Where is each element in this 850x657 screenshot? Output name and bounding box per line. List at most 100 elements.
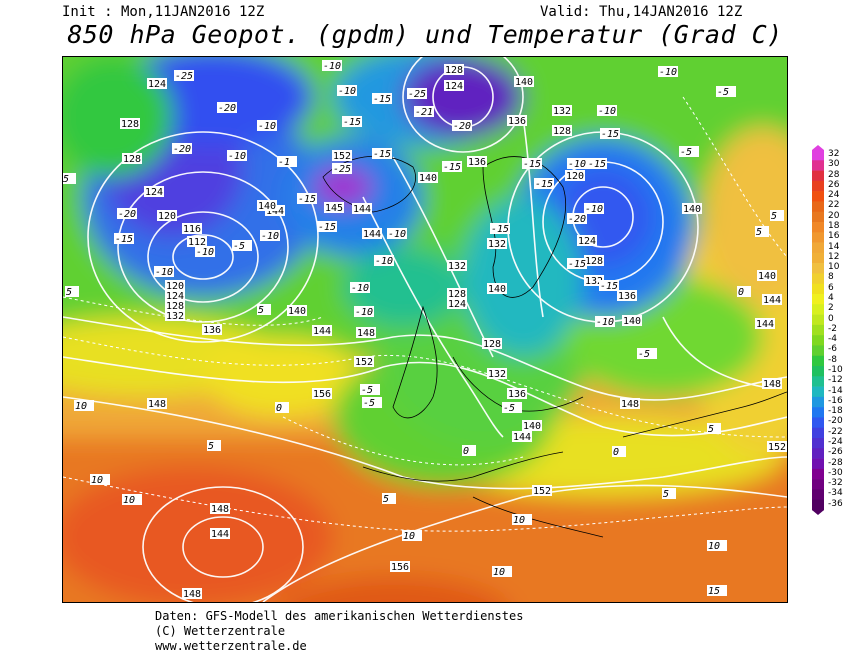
svg-text:128: 128 xyxy=(585,256,603,267)
svg-text:-25: -25 xyxy=(408,89,426,100)
svg-text:-25: -25 xyxy=(175,71,193,82)
svg-text:-15: -15 xyxy=(600,281,618,292)
svg-text:144: 144 xyxy=(313,326,331,337)
svg-text:124: 124 xyxy=(578,236,596,247)
svg-text:132: 132 xyxy=(166,311,184,322)
colorbar-tick-label: 24 xyxy=(828,190,840,201)
svg-text:-10: -10 xyxy=(155,267,173,278)
footer-copyright: (C) Wetterzentrale xyxy=(155,624,286,638)
svg-text:5: 5 xyxy=(771,211,777,222)
colorbar-cell xyxy=(812,438,824,449)
svg-text:-15: -15 xyxy=(373,94,391,105)
svg-text:-5: -5 xyxy=(363,398,375,409)
svg-text:10: 10 xyxy=(91,475,103,486)
colorbar-cell xyxy=(812,263,824,274)
svg-text:145: 145 xyxy=(325,203,343,214)
svg-text:5: 5 xyxy=(258,305,264,316)
init-time: Init : Mon,11JAN2016 12Z xyxy=(62,4,265,20)
svg-text:-10: -10 xyxy=(388,229,406,240)
svg-text:136: 136 xyxy=(508,116,526,127)
colorbar-cell xyxy=(812,489,824,501)
svg-text:5: 5 xyxy=(66,287,72,298)
colorbar-cell xyxy=(812,314,824,326)
svg-text:-10: -10 xyxy=(228,151,246,162)
colorbar-tick-label: 28 xyxy=(828,169,840,180)
colorbar-cell xyxy=(812,222,824,233)
colorbar-tick-label: -32 xyxy=(828,478,843,489)
colorbar-tick-label: -10 xyxy=(828,365,843,375)
colorbar-cell xyxy=(812,242,824,254)
svg-text:148: 148 xyxy=(357,328,375,339)
geopotential-labels: 124 128 128 124 120 116 112 120 124 128 … xyxy=(120,64,787,600)
svg-text:140: 140 xyxy=(683,204,701,215)
svg-text:-5: -5 xyxy=(638,349,650,360)
svg-text:10: 10 xyxy=(123,495,135,506)
colorbar-tick-label: 26 xyxy=(828,179,840,190)
colorbar-cell xyxy=(812,376,824,387)
svg-text:128: 128 xyxy=(445,65,463,76)
colorbar-tick-label: -6 xyxy=(828,344,837,355)
colorbar-tick-label: 0 xyxy=(828,313,834,324)
svg-text:128: 128 xyxy=(166,301,184,312)
temperature-labels: -25 -20 -20 -20 -15 -10 -10 -10 -10 -10 … xyxy=(63,60,784,597)
colorbar-cell xyxy=(812,150,824,161)
svg-text:124: 124 xyxy=(148,79,166,90)
svg-text:-5: -5 xyxy=(717,87,729,98)
colorbar-cell xyxy=(812,499,824,511)
svg-text:5: 5 xyxy=(63,174,69,185)
colorbar-cell xyxy=(812,180,824,192)
svg-text:144: 144 xyxy=(513,432,531,443)
svg-text:-5: -5 xyxy=(680,147,692,158)
svg-text:124: 124 xyxy=(145,187,163,198)
svg-text:-15: -15 xyxy=(491,224,509,235)
colorbar-tick-label: -34 xyxy=(828,488,843,499)
svg-text:0: 0 xyxy=(463,446,469,457)
svg-text:-15: -15 xyxy=(343,117,361,128)
svg-text:132: 132 xyxy=(585,276,603,287)
colorbar-tick-label: -36 xyxy=(828,498,843,509)
colorbar-tick-label: -28 xyxy=(828,457,843,468)
colorbar-cell xyxy=(812,294,824,305)
svg-text:-25: -25 xyxy=(333,164,351,175)
colorbar-cell xyxy=(812,170,824,182)
svg-text:156: 156 xyxy=(391,562,409,573)
svg-text:-10: -10 xyxy=(568,159,586,170)
svg-text:140: 140 xyxy=(515,77,533,88)
valid-time: Valid: Thu,14JAN2016 12Z xyxy=(540,4,743,20)
colorbar-tick-label: -12 xyxy=(828,375,843,386)
svg-text:-10: -10 xyxy=(351,283,369,294)
colorbar-tick-label: 22 xyxy=(828,200,840,211)
svg-text:148: 148 xyxy=(211,504,229,515)
svg-text:-20: -20 xyxy=(568,214,586,225)
svg-text:140: 140 xyxy=(488,284,506,295)
colorbar-tick-label: 2 xyxy=(828,303,834,314)
colorbar-tick-label: 30 xyxy=(828,159,840,170)
svg-text:-15: -15 xyxy=(601,129,619,140)
colorbar-cell xyxy=(812,160,824,171)
temperature-contours xyxy=(63,96,787,532)
svg-text:-20: -20 xyxy=(453,121,471,132)
colorbar-cell xyxy=(812,335,824,346)
svg-text:-15: -15 xyxy=(535,179,553,190)
svg-text:-10: -10 xyxy=(598,106,616,117)
svg-text:-20: -20 xyxy=(173,144,191,155)
colorbar-cell xyxy=(812,273,824,285)
svg-text:-15: -15 xyxy=(115,234,133,245)
colorbar-cell xyxy=(812,448,824,459)
svg-text:10: 10 xyxy=(403,531,415,542)
svg-text:148: 148 xyxy=(183,589,201,600)
svg-text:144: 144 xyxy=(363,229,381,240)
colorbar-tick-label: 4 xyxy=(828,293,834,303)
svg-text:-5: -5 xyxy=(233,241,245,252)
svg-text:120: 120 xyxy=(166,281,184,292)
svg-text:-10: -10 xyxy=(355,307,373,318)
colorbar-bottom-arrow xyxy=(812,510,824,515)
svg-text:152: 152 xyxy=(333,151,351,162)
colorbar-cell xyxy=(812,386,824,398)
svg-text:120: 120 xyxy=(566,171,584,182)
footer-data-source: Daten: GFS-Modell des amerikanischen Wet… xyxy=(155,609,524,623)
colorbar-cell xyxy=(812,232,824,243)
colorbar-cell xyxy=(812,201,824,213)
svg-text:132: 132 xyxy=(448,261,466,272)
svg-text:148: 148 xyxy=(621,399,639,410)
